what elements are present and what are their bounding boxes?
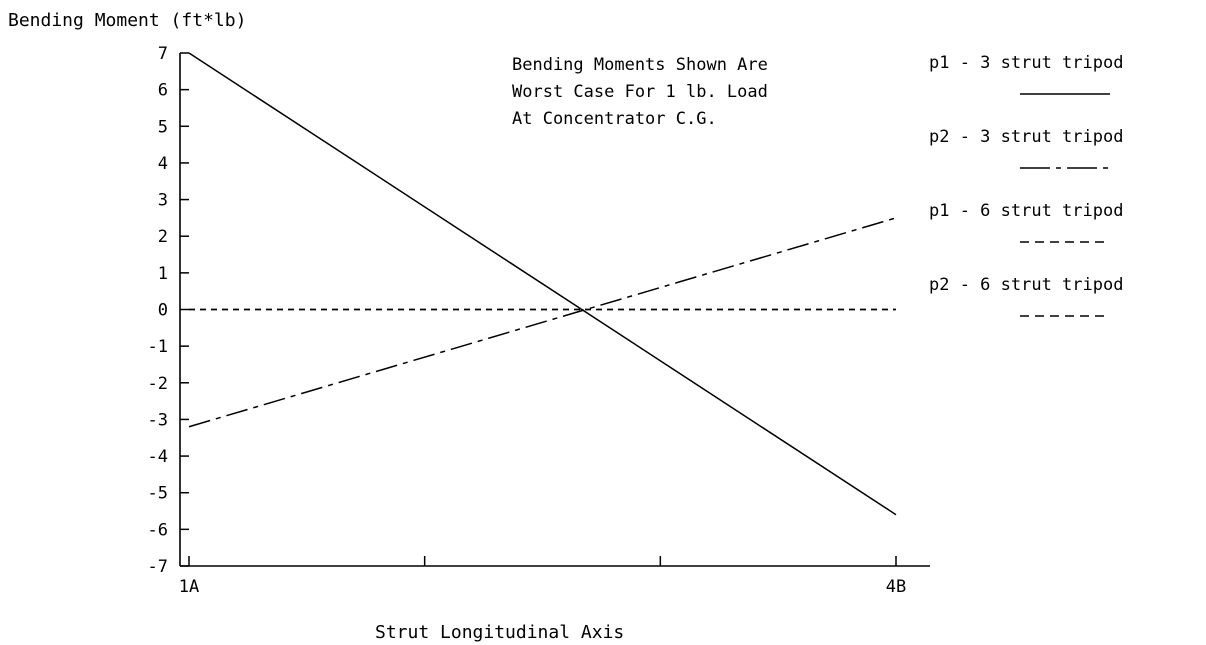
y-tick-label: 0: [158, 301, 168, 321]
x-axis-title: Strut Longitudinal Axis: [375, 622, 624, 643]
series-line: [188, 52, 897, 516]
y-tick-label: -3: [148, 410, 168, 430]
y-tick-label: -7: [148, 557, 168, 577]
y-tick-label: 2: [158, 227, 168, 247]
annotation-note: Bending Moments Shown Are Worst Case For…: [512, 55, 768, 129]
x-tick-label: 1A: [179, 577, 199, 597]
annotation-line-1: Bending Moments Shown Are: [512, 55, 768, 75]
data-series: [188, 52, 897, 516]
y-tick-label: -2: [148, 374, 168, 394]
series-line: [188, 217, 897, 428]
y-tick-label: 6: [158, 81, 168, 101]
legend-label: p2 - 6 strut tripod: [929, 275, 1123, 295]
y-tick-label: -6: [148, 520, 168, 540]
y-tick-label: 1: [158, 264, 168, 284]
x-axis-ticks: 1A 4B: [179, 556, 906, 597]
y-tick-label: -1: [148, 337, 168, 357]
legend-label: p2 - 3 strut tripod: [929, 127, 1123, 147]
y-tick-label: -5: [148, 484, 168, 504]
annotation-line-3: At Concentrator C.G.: [512, 109, 717, 129]
y-axis-title: Bending Moment (ft*lb): [8, 10, 246, 31]
legend-label: p1 - 3 strut tripod: [929, 53, 1123, 73]
y-tick-label: -4: [148, 447, 168, 467]
y-tick-label: 3: [158, 191, 168, 211]
legend: p1 - 3 strut tripod p2 - 3 strut tripod p1…: [929, 53, 1123, 317]
y-tick-label: 4: [158, 154, 168, 174]
legend-label: p1 - 6 strut tripod: [929, 201, 1123, 221]
y-tick-label: 5: [158, 117, 168, 137]
x-tick-label: 4B: [886, 577, 906, 597]
y-axis-ticks: 7 6 5 4 3 2 1 0 -1 -2 -3 -4 -5 -6 -7: [148, 44, 189, 577]
y-tick-label: 7: [158, 44, 168, 64]
annotation-line-2: Worst Case For 1 lb. Load: [512, 82, 768, 102]
